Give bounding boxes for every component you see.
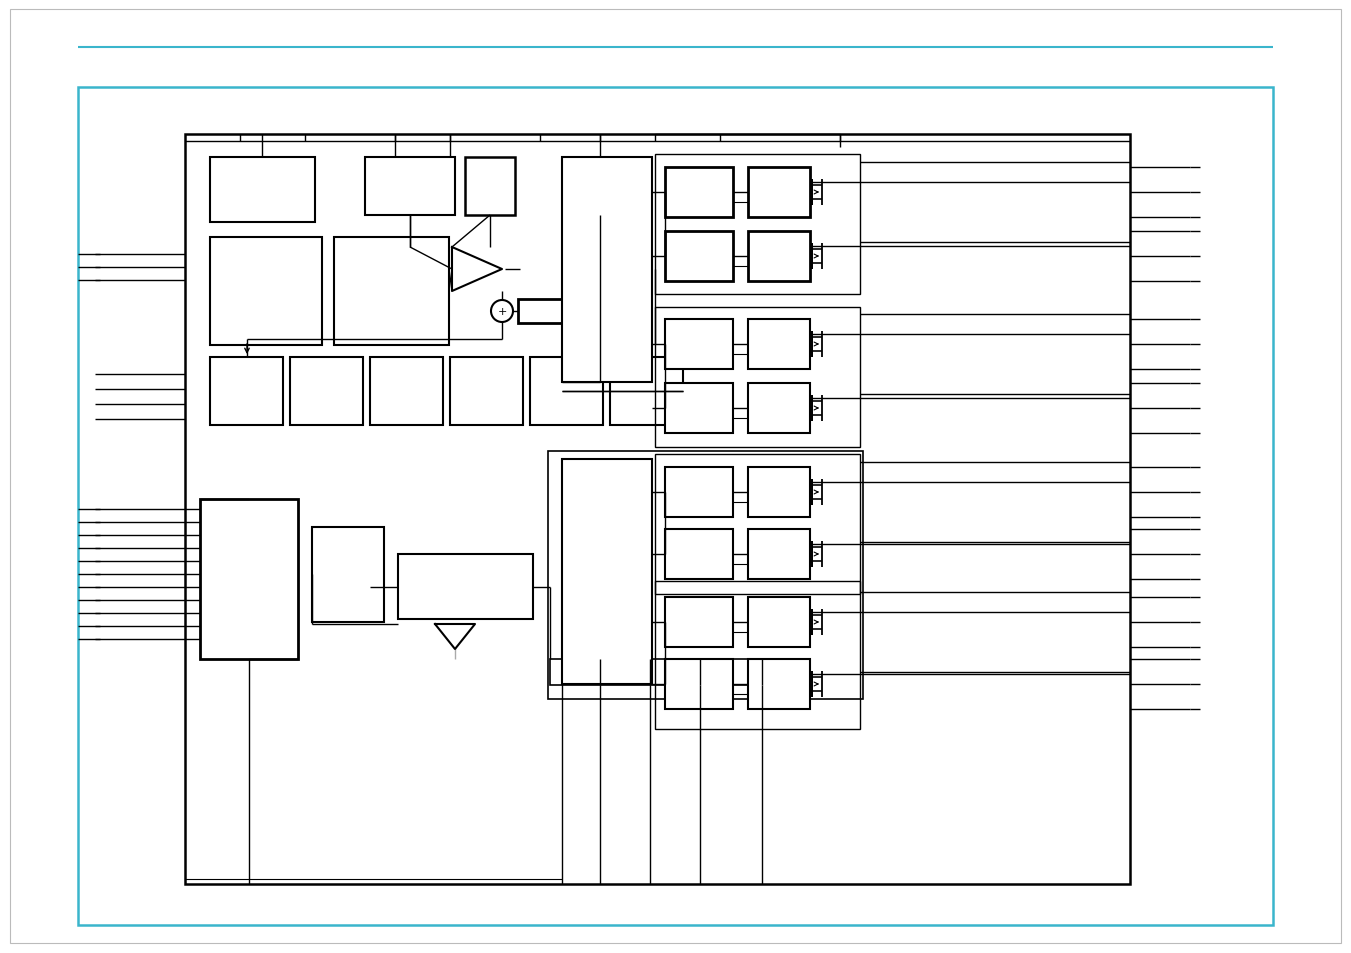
Bar <box>200 499 299 659</box>
Bar <box>665 168 734 218</box>
Bar <box>655 308 861 448</box>
Bar <box>562 158 653 382</box>
Bar <box>665 659 734 709</box>
Bar <box>78 88 1273 925</box>
Bar <box>748 384 811 434</box>
Circle shape <box>490 301 513 323</box>
Bar <box>665 232 734 282</box>
Bar <box>748 530 811 579</box>
Bar <box>665 598 734 647</box>
Bar <box>748 232 811 282</box>
Bar <box>290 357 363 426</box>
Polygon shape <box>435 624 476 649</box>
Bar <box>665 384 734 434</box>
Bar <box>370 357 443 426</box>
Bar <box>748 168 811 218</box>
Bar <box>465 158 515 215</box>
Bar <box>748 598 811 647</box>
Bar <box>399 555 534 619</box>
Bar <box>562 459 653 684</box>
Bar <box>655 455 861 595</box>
Bar <box>549 452 863 700</box>
Bar <box>655 154 861 294</box>
Bar <box>748 468 811 517</box>
Bar <box>748 659 811 709</box>
Polygon shape <box>453 248 503 292</box>
Bar <box>209 237 322 346</box>
Bar <box>209 357 282 426</box>
Bar <box>665 319 734 370</box>
Bar <box>334 237 449 346</box>
Bar <box>185 135 1129 884</box>
Bar <box>655 581 861 729</box>
Bar <box>665 530 734 579</box>
Bar <box>530 357 603 426</box>
Bar <box>611 357 684 426</box>
Bar <box>365 158 455 215</box>
Bar <box>450 357 523 426</box>
Bar <box>209 158 315 223</box>
Bar <box>312 527 384 622</box>
Bar <box>550 659 765 685</box>
Text: +: + <box>497 307 507 316</box>
Bar <box>665 468 734 517</box>
Bar <box>517 299 598 324</box>
Bar <box>748 319 811 370</box>
